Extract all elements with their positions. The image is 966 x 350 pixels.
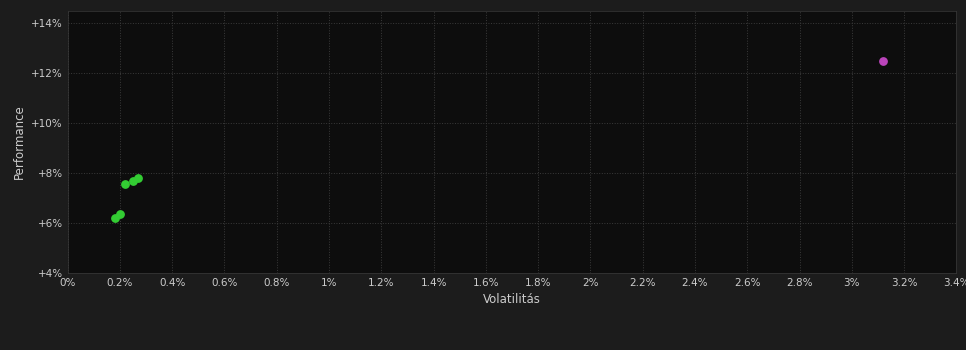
Point [875,58,891,63]
X-axis label: Volatilitás: Volatilitás [483,293,541,306]
Point [107,215,123,220]
Y-axis label: Performance: Performance [13,104,25,179]
Point [118,181,133,187]
Point [112,211,128,217]
Point [126,178,141,183]
Point [130,175,146,181]
